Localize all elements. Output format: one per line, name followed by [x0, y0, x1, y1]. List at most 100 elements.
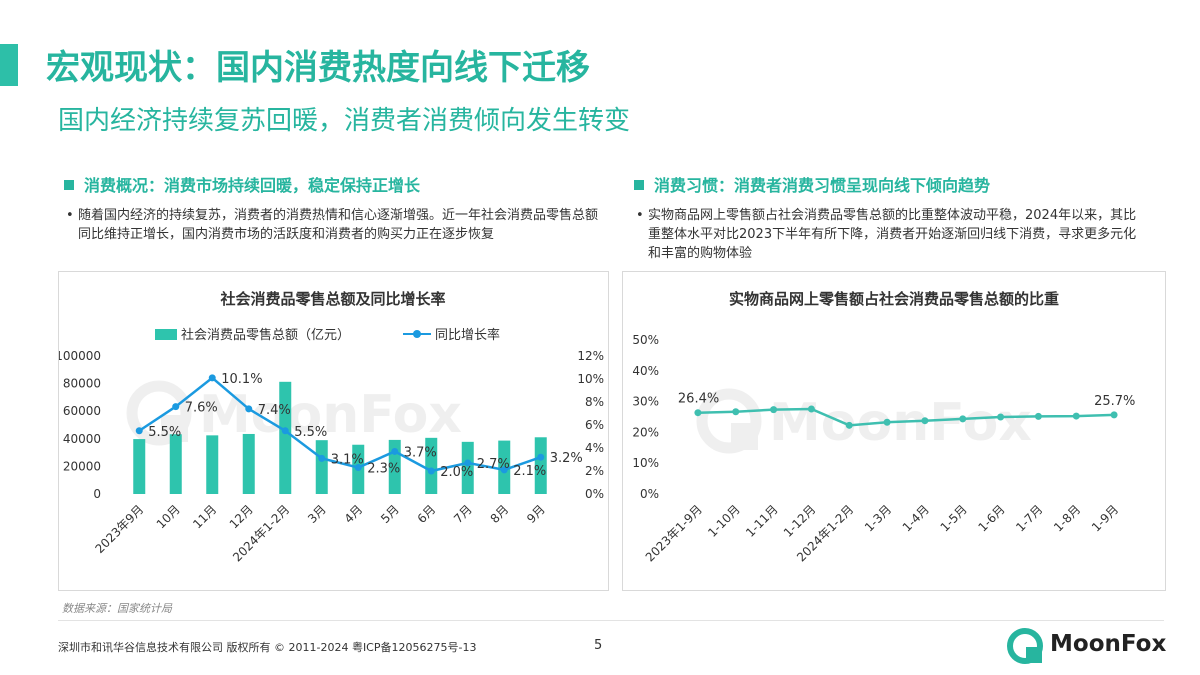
watermark-text: MoonFox — [199, 385, 462, 445]
growth-data-label: 10.1% — [221, 372, 262, 387]
left-heading-text: 消费概况：消费市场持续回暖，稳定保持正增长 — [84, 176, 421, 195]
y-tick-label: 10% — [632, 456, 659, 470]
x-tick-label: 1-4月 — [900, 502, 932, 534]
growth-point — [354, 464, 362, 472]
share-point — [732, 408, 740, 416]
right-chart-panel: MoonFox 实物商品网上零售额占社会消费品零售总额的比重 0% 10% 20% 30%… — [622, 271, 1166, 591]
y-right-tick-label: 8% — [585, 395, 604, 409]
growth-data-label: 3.7% — [404, 445, 437, 460]
right-bullet-text: 实物商品网上零售额占社会消费品零售总额的比重整体波动平稳，2024年以来，其比重… — [648, 208, 1137, 261]
share-point — [921, 417, 929, 425]
square-bullet-icon — [634, 179, 644, 190]
share-point — [883, 418, 891, 426]
y-left-tick-label: 0 — [93, 487, 101, 501]
share-point — [845, 421, 853, 429]
bar — [534, 437, 547, 494]
y-left-tick-label: 100000 — [59, 349, 101, 363]
y-tick-label: 30% — [632, 395, 659, 409]
growth-point — [172, 403, 180, 411]
x-tick-label: 10月 — [154, 502, 183, 531]
growth-point — [427, 467, 435, 475]
bar — [169, 434, 182, 494]
x-tick-label: 1-7月 — [1013, 502, 1045, 534]
x-tick-label: 3月 — [305, 502, 329, 526]
growth-point — [245, 405, 253, 413]
y-right-tick-label: 0% — [585, 487, 604, 501]
bar — [315, 440, 328, 494]
y-tick-label: 20% — [632, 425, 659, 439]
watermark: MoonFox — [696, 388, 1032, 454]
left-bullet: • 随着国内经济的持续复苏，消费者的消费热情和信心逐渐增强。近一年社会消费品零售总… — [66, 206, 598, 244]
y-right-tick-label: 10% — [577, 372, 604, 386]
x-tick-label: 1-6月 — [975, 502, 1007, 534]
footer-divider — [58, 620, 1164, 621]
x-tick-label: 11月 — [190, 502, 219, 531]
growth-point — [135, 427, 143, 435]
share-point — [959, 415, 967, 423]
growth-data-label: 7.6% — [185, 401, 218, 416]
legend-line-label: 同比增长率 — [435, 327, 500, 343]
growth-data-label: 5.5% — [148, 425, 181, 440]
watermark-logo-icon — [731, 423, 758, 450]
watermark-logo-icon — [126, 380, 192, 446]
x-tick-label: 4月 — [342, 502, 366, 526]
share-data-label-first: 26.4% — [678, 392, 719, 407]
growth-point — [318, 454, 326, 462]
growth-data-label: 2.7% — [477, 457, 510, 472]
growth-point — [537, 453, 545, 461]
page-title: 宏观现状：国内消费热度向线下迁移 — [46, 48, 590, 88]
right-section-heading: 消费习惯：消费者消费习惯呈现向线下倾向趋势 — [634, 172, 990, 196]
share-line — [697, 407, 1115, 427]
bar — [242, 433, 255, 494]
y-right-tick-label: 4% — [585, 441, 604, 455]
bar — [425, 437, 438, 494]
x-tick-label: 1-9月 — [1089, 502, 1121, 534]
y-right-tick-label: 2% — [585, 464, 604, 478]
bar — [206, 435, 219, 494]
x-tick-label: 1-10月 — [705, 502, 743, 540]
share-point — [1110, 411, 1118, 419]
x-tick-label: 5月 — [378, 502, 402, 526]
bar — [461, 441, 474, 494]
growth-point — [391, 447, 399, 455]
x-tick-label: 2023年9月 — [92, 502, 146, 556]
page-number: 5 — [594, 638, 603, 653]
share-data-label-last: 25.7% — [1094, 394, 1135, 409]
watermark-logo-icon — [696, 388, 762, 454]
x-tick-label: 1-12月 — [781, 502, 819, 540]
y-left-tick-label: 60000 — [63, 404, 101, 418]
x-tick-label: 2023年1-9月 — [643, 502, 705, 564]
y-right-tick-label: 6% — [585, 418, 604, 432]
x-tick-label: 9月 — [524, 502, 548, 526]
y-right-tick-label: 12% — [577, 349, 604, 363]
growth-line — [138, 376, 542, 473]
growth-point — [500, 466, 508, 474]
share-point — [1072, 412, 1080, 420]
y-left-tick-label: 20000 — [63, 459, 101, 473]
y-tick-label: 50% — [632, 333, 659, 347]
left-section-heading: 消费概况：消费市场持续回暖，稳定保持正增长 — [64, 172, 420, 196]
chart-title: 实物商品网上零售额占社会消费品零售总额的比重 — [729, 290, 1059, 308]
x-tick-label: 6月 — [415, 502, 439, 526]
y-left-tick-label: 80000 — [63, 377, 101, 391]
share-point — [807, 405, 815, 413]
x-tick-label: 1-3月 — [862, 502, 894, 534]
x-tick-label: 1-8月 — [1051, 502, 1083, 534]
bullet-dot-icon: • — [66, 208, 74, 223]
page-subtitle: 国内经济持续复苏回暖，消费者消费倾向发生转变 — [58, 106, 631, 136]
y-tick-label: 0% — [640, 487, 659, 501]
logo-text: MoonFox — [1050, 631, 1167, 657]
title-accent-bar — [0, 44, 18, 86]
online-share-chart: MoonFox 实物商品网上零售额占社会消费品零售总额的比重 0% 10% 20% 30%… — [632, 290, 1135, 565]
share-point — [1034, 412, 1042, 420]
bullet-dot-icon: • — [636, 208, 644, 223]
chart-title: 社会消费品零售总额及同比增长率 — [219, 290, 445, 308]
legend-line-marker — [413, 330, 421, 338]
growth-point — [208, 374, 216, 382]
data-source: 数据来源：国家统计局 — [62, 602, 172, 615]
right-bullet: • 实物商品网上零售额占社会消费品零售总额的比重整体波动平稳，2024年以来，其比… — [636, 206, 1148, 263]
right-heading-text: 消费习惯：消费者消费习惯呈现向线下倾向趋势 — [654, 176, 991, 195]
growth-data-label: 2.0% — [440, 465, 473, 480]
watermark-text: MoonFox — [769, 393, 1032, 453]
